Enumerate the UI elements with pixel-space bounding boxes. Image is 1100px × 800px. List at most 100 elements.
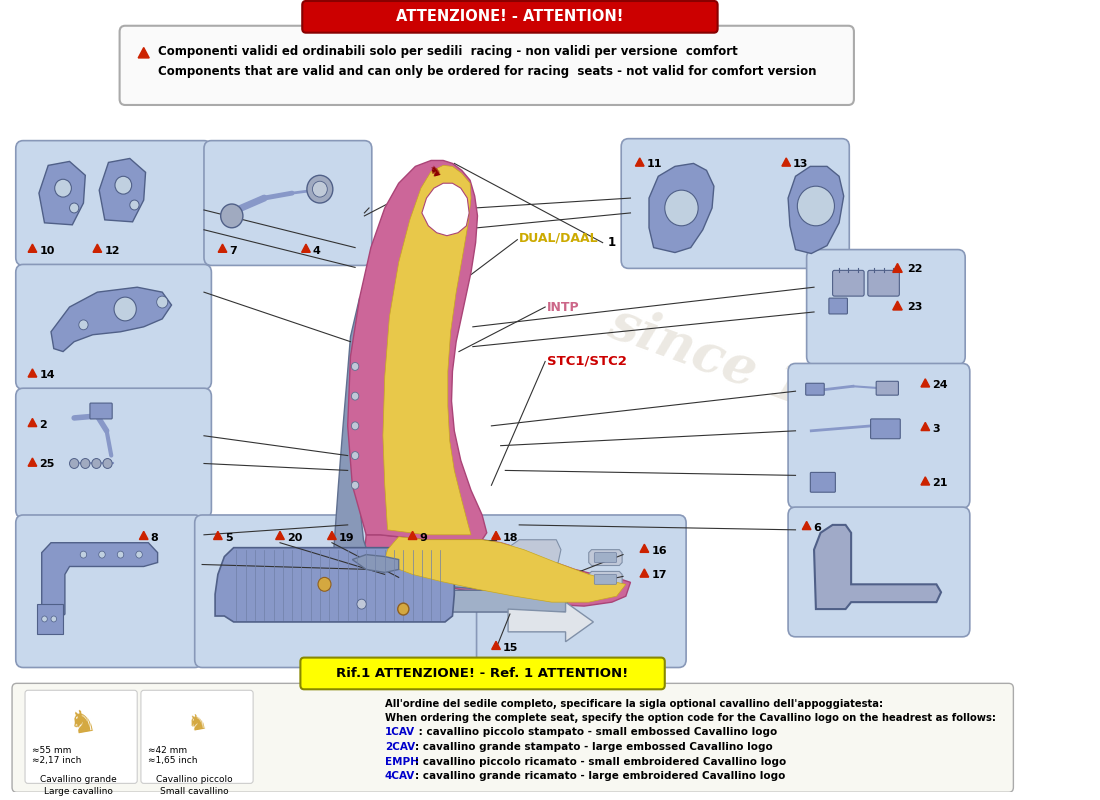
FancyBboxPatch shape xyxy=(788,363,970,508)
Circle shape xyxy=(351,392,359,400)
Circle shape xyxy=(312,182,328,197)
Circle shape xyxy=(91,458,101,469)
FancyBboxPatch shape xyxy=(286,590,568,612)
FancyBboxPatch shape xyxy=(829,298,847,314)
Text: : cavallino grande ricamato - large embroidered Cavallino logo: : cavallino grande ricamato - large embr… xyxy=(416,771,785,782)
Text: 21: 21 xyxy=(933,478,948,488)
Polygon shape xyxy=(301,244,310,252)
Text: Rif.1 ATTENZIONE! - Ref. 1 ATTENTION!: Rif.1 ATTENZIONE! - Ref. 1 ATTENTION! xyxy=(336,667,628,680)
Polygon shape xyxy=(588,571,623,587)
Polygon shape xyxy=(94,244,101,252)
Text: 23: 23 xyxy=(906,302,922,312)
Text: 11: 11 xyxy=(647,159,662,170)
Text: EMPH: EMPH xyxy=(385,757,419,766)
Text: All'ordine del sedile completo, specificare la sigla optional cavallino dell'app: All'ordine del sedile completo, specific… xyxy=(385,699,883,709)
Text: STC1/STC2: STC1/STC2 xyxy=(547,355,627,368)
Polygon shape xyxy=(921,477,929,485)
Polygon shape xyxy=(649,163,714,253)
Polygon shape xyxy=(29,418,36,426)
FancyBboxPatch shape xyxy=(877,382,899,395)
Text: 6: 6 xyxy=(814,523,822,533)
Circle shape xyxy=(221,204,243,228)
FancyBboxPatch shape xyxy=(788,507,970,637)
Polygon shape xyxy=(218,244,227,252)
Polygon shape xyxy=(140,531,148,539)
Text: 4: 4 xyxy=(312,246,321,255)
Polygon shape xyxy=(29,244,36,252)
FancyBboxPatch shape xyxy=(204,141,372,266)
Circle shape xyxy=(358,599,366,609)
Text: 16: 16 xyxy=(651,546,667,556)
Polygon shape xyxy=(216,548,454,622)
Text: 15: 15 xyxy=(503,642,518,653)
Circle shape xyxy=(118,551,124,558)
Circle shape xyxy=(51,616,56,622)
Text: INTP: INTP xyxy=(547,301,580,314)
Text: Cavallino piccolo
Small cavallino: Cavallino piccolo Small cavallino xyxy=(156,775,233,796)
Circle shape xyxy=(351,452,359,459)
Text: 13: 13 xyxy=(793,159,808,170)
Text: : cavallino piccolo ricamato - small embroidered Cavallino logo: : cavallino piccolo ricamato - small emb… xyxy=(416,757,786,766)
Text: ♞: ♞ xyxy=(66,706,98,740)
Circle shape xyxy=(156,296,168,308)
Polygon shape xyxy=(385,537,626,602)
FancyBboxPatch shape xyxy=(870,419,900,438)
Polygon shape xyxy=(788,166,844,254)
Circle shape xyxy=(398,603,409,615)
FancyBboxPatch shape xyxy=(811,473,835,492)
Circle shape xyxy=(351,362,359,370)
Circle shape xyxy=(351,482,359,490)
Circle shape xyxy=(69,203,79,213)
Polygon shape xyxy=(408,531,417,539)
FancyBboxPatch shape xyxy=(594,574,617,584)
FancyBboxPatch shape xyxy=(15,388,211,518)
Circle shape xyxy=(103,458,112,469)
Polygon shape xyxy=(893,263,902,272)
Polygon shape xyxy=(37,604,63,634)
Text: 9: 9 xyxy=(419,533,428,542)
Polygon shape xyxy=(364,534,630,606)
FancyBboxPatch shape xyxy=(476,515,686,667)
Polygon shape xyxy=(306,557,549,592)
Circle shape xyxy=(114,297,136,321)
Polygon shape xyxy=(505,540,561,566)
Text: ♞: ♞ xyxy=(428,163,443,180)
Text: ♞: ♞ xyxy=(186,711,209,734)
Polygon shape xyxy=(640,569,649,577)
Polygon shape xyxy=(51,287,172,351)
Text: 2: 2 xyxy=(40,420,47,430)
FancyBboxPatch shape xyxy=(868,270,900,296)
Polygon shape xyxy=(640,544,649,552)
FancyBboxPatch shape xyxy=(141,690,253,783)
Circle shape xyxy=(55,179,72,197)
Polygon shape xyxy=(921,379,929,387)
Polygon shape xyxy=(333,297,371,570)
Polygon shape xyxy=(39,162,86,225)
FancyBboxPatch shape xyxy=(25,690,138,783)
Polygon shape xyxy=(921,422,929,430)
Text: : cavallino piccolo stampato - small embossed Cavallino logo: : cavallino piccolo stampato - small emb… xyxy=(416,727,778,737)
FancyBboxPatch shape xyxy=(90,403,112,419)
Text: 25: 25 xyxy=(40,459,55,470)
Text: 24: 24 xyxy=(933,380,948,390)
Polygon shape xyxy=(213,531,222,539)
Circle shape xyxy=(79,320,88,330)
Text: 14: 14 xyxy=(40,370,55,380)
Circle shape xyxy=(80,458,90,469)
Circle shape xyxy=(135,551,142,558)
Circle shape xyxy=(798,186,835,226)
Text: : cavallino grande stampato - large embossed Cavallino logo: : cavallino grande stampato - large embo… xyxy=(416,742,773,752)
FancyBboxPatch shape xyxy=(15,141,211,266)
Text: ≈55 mm
≈2,17 inch: ≈55 mm ≈2,17 inch xyxy=(33,746,81,765)
Text: 7: 7 xyxy=(230,246,238,255)
FancyBboxPatch shape xyxy=(621,138,849,268)
Text: 22: 22 xyxy=(906,264,922,274)
Circle shape xyxy=(69,458,79,469)
Circle shape xyxy=(99,551,106,558)
Polygon shape xyxy=(29,458,36,466)
FancyBboxPatch shape xyxy=(120,26,854,105)
Polygon shape xyxy=(492,642,500,650)
Polygon shape xyxy=(328,531,337,539)
Circle shape xyxy=(307,175,333,203)
FancyBboxPatch shape xyxy=(300,658,664,690)
